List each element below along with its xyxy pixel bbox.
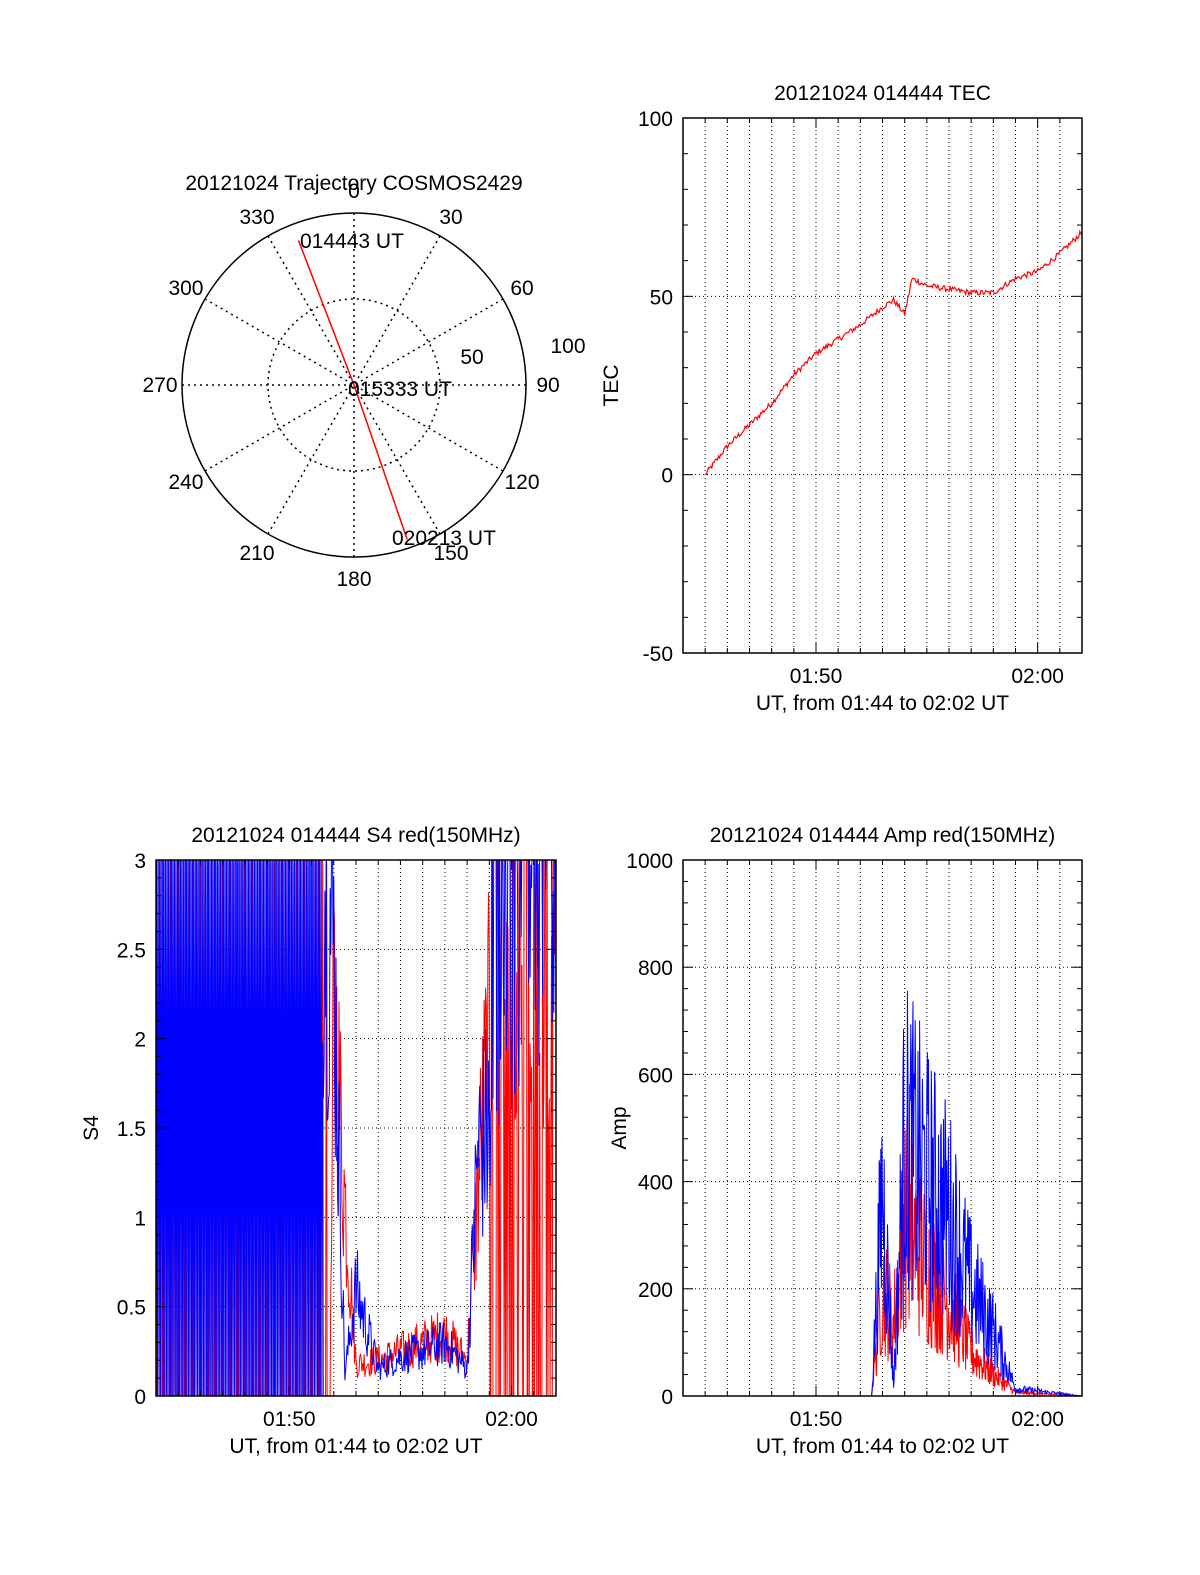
plot-area	[683, 860, 1082, 1396]
polar-radial-label: 50	[460, 346, 483, 369]
y-axis-label: S4	[80, 1115, 103, 1141]
x-axis-label: UT, from 01:44 to 02:02 UT	[229, 1435, 482, 1458]
polar-azimuth-label: 270	[142, 374, 177, 397]
x-tick-label: 02:00	[1011, 1408, 1064, 1431]
y-tick-label: 200	[638, 1279, 673, 1302]
y-tick-label: 800	[638, 957, 673, 980]
tec-series-line	[704, 229, 1082, 476]
y-axis-label: TEC	[600, 365, 623, 407]
y-tick-label: 400	[638, 1172, 673, 1195]
polar-azimuth-label: 0	[348, 180, 360, 203]
y-tick-label: 0	[134, 1386, 146, 1409]
y-tick-label: 600	[638, 1064, 673, 1087]
x-axis-label: UT, from 01:44 to 02:02 UT	[756, 692, 1009, 715]
y-tick-label: 0	[661, 465, 673, 488]
chart-title: 20121024 014444 Amp red(150MHz)	[710, 824, 1056, 847]
chart-title: 20121024 014444 S4 red(150MHz)	[191, 824, 520, 847]
y-tick-label: 1000	[626, 850, 673, 873]
plot-area	[683, 118, 1082, 653]
polar-azimuth-label: 90	[536, 374, 559, 397]
x-tick-label: 02:00	[485, 1408, 538, 1431]
polar-azimuth-label: 150	[433, 542, 468, 565]
y-axis-label: Amp	[608, 1106, 631, 1149]
polar-azimuth-label: 330	[239, 206, 274, 229]
trajectory-time-label: 015333 UT	[348, 378, 452, 401]
polar-radial-label: 100	[550, 335, 585, 358]
amp-series-line	[705, 990, 1082, 1396]
y-tick-label: 50	[650, 286, 673, 309]
y-tick-label: 0	[661, 1386, 673, 1409]
y-tick-label: -50	[643, 643, 673, 666]
polar-azimuth-label: 300	[168, 277, 203, 300]
polar-azimuth-label: 120	[504, 471, 539, 494]
y-tick-label: 1	[134, 1207, 146, 1230]
y-tick-label: 100	[638, 108, 673, 131]
polar-azimuth-label: 240	[168, 471, 203, 494]
y-tick-label: 2.5	[117, 939, 146, 962]
x-axis-label: UT, from 01:44 to 02:02 UT	[756, 1435, 1009, 1458]
polar-azimuth-label: 30	[439, 206, 462, 229]
amp-series-line	[705, 1116, 1082, 1396]
y-tick-label: 1.5	[117, 1118, 146, 1141]
y-tick-label: 0.5	[117, 1297, 146, 1320]
x-tick-label: 01:50	[790, 1408, 843, 1431]
trajectory-line	[297, 240, 408, 540]
y-tick-label: 3	[134, 850, 146, 873]
x-tick-label: 02:00	[1011, 665, 1064, 688]
s4-series-line	[156, 860, 556, 1396]
x-tick-label: 01:50	[790, 665, 843, 688]
trajectory-time-label: 020213 UT	[392, 527, 496, 550]
y-tick-label: 2	[134, 1029, 146, 1052]
polar-title: 20121024 Trajectory COSMOS2429	[185, 172, 522, 195]
s4-series-line	[156, 860, 556, 1396]
polar-azimuth-label: 60	[510, 277, 533, 300]
polar-azimuth-label: 180	[336, 568, 371, 591]
x-tick-label: 01:50	[263, 1408, 316, 1431]
polar-azimuth-label: 210	[239, 542, 274, 565]
trajectory-time-label: 014443 UT	[300, 230, 404, 253]
chart-title: 20121024 014444 TEC	[774, 82, 991, 105]
plot-area	[156, 860, 556, 1396]
